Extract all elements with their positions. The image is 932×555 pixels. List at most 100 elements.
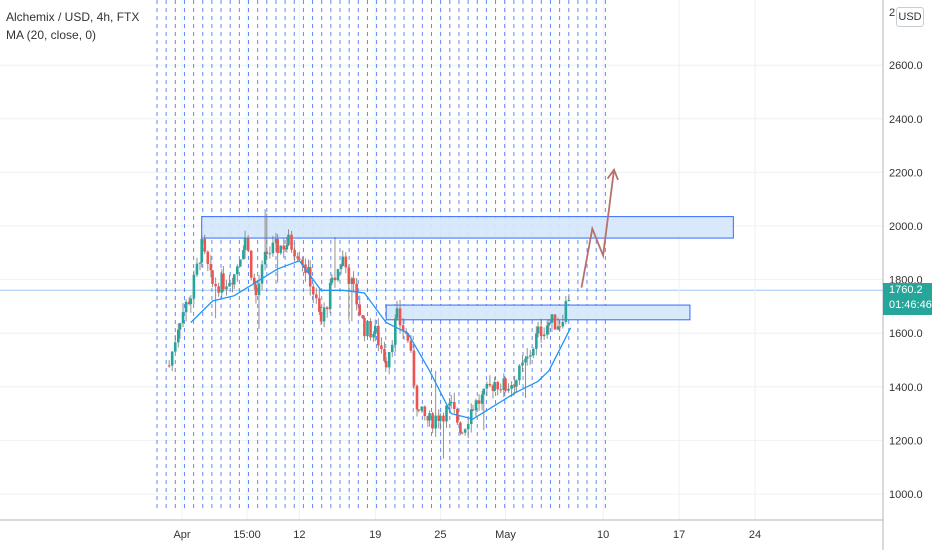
candle-body	[181, 312, 185, 324]
candle-body	[507, 388, 510, 391]
x-tick-label: 15:00	[233, 529, 261, 541]
candle-body	[482, 388, 486, 395]
candle-body	[469, 409, 473, 425]
candle-body	[409, 340, 413, 351]
candle-body	[525, 356, 529, 359]
candle-body	[471, 409, 475, 411]
candle-body	[437, 415, 440, 421]
candle-body	[220, 273, 223, 293]
candle-body	[439, 415, 442, 421]
candle-body	[336, 269, 340, 281]
y-tick-label: 1000.0	[889, 489, 923, 501]
x-tick-label: 19	[369, 529, 381, 541]
candle-body	[311, 286, 315, 295]
candle-body	[518, 365, 521, 381]
candle-body	[434, 415, 437, 429]
candle-body	[369, 321, 372, 338]
candle-body	[170, 351, 174, 366]
x-tick-label: 10	[597, 529, 609, 541]
candle-body	[528, 355, 532, 357]
candle-body	[232, 274, 236, 285]
arrow-head	[606, 167, 619, 181]
symbol-title[interactable]: Alchemix / USD, 4h, FTX	[6, 10, 140, 24]
candle-body	[442, 415, 445, 422]
candle-body	[214, 283, 217, 287]
candle-body	[339, 265, 343, 270]
currency-button[interactable]: USD	[896, 7, 924, 27]
candle-body	[178, 323, 182, 330]
last-price-value: 1760.2	[889, 284, 923, 297]
candle-body	[315, 294, 318, 299]
candle-body	[200, 238, 203, 263]
candle-body	[271, 242, 275, 254]
session-lines	[156, 0, 606, 508]
candle-body	[412, 350, 416, 386]
candle-body	[445, 405, 448, 422]
candle-body	[536, 326, 540, 334]
projection-path[interactable]	[580, 169, 615, 288]
candle-body	[355, 283, 358, 305]
zone-rectangle[interactable]	[385, 304, 691, 321]
candle-body	[206, 251, 210, 264]
indicator-label[interactable]: MA (20, close, 0)	[6, 28, 97, 42]
candle-body	[532, 348, 535, 356]
candle-body	[390, 344, 394, 353]
candle-body	[209, 263, 213, 271]
candle-body	[493, 381, 496, 391]
candle-body	[325, 307, 329, 310]
candle-body	[553, 314, 557, 330]
candle-body	[502, 378, 506, 391]
candle-body	[423, 406, 427, 417]
candle-body	[228, 282, 231, 287]
candle-body	[192, 274, 196, 299]
candle-body	[417, 409, 420, 411]
candle-body	[225, 286, 228, 290]
candle-body	[374, 325, 377, 335]
zones[interactable]	[201, 216, 734, 321]
projection[interactable]	[580, 167, 619, 288]
y-tick-label: 1400.0	[889, 382, 923, 394]
candle-body	[453, 401, 456, 409]
candle-body	[285, 244, 289, 250]
candle-body	[263, 251, 267, 265]
candle-body	[377, 325, 380, 346]
y-tick-label: 2200.0	[889, 167, 923, 179]
candle-body	[330, 277, 334, 283]
candle-body	[203, 238, 207, 252]
candle-body	[173, 342, 177, 352]
candle-body	[524, 358, 527, 363]
y-tick-label: 1600.0	[889, 328, 923, 340]
candle-body	[499, 389, 503, 391]
candle-body	[556, 326, 560, 330]
x-tick-label: 24	[749, 529, 761, 541]
candle-body	[307, 267, 310, 273]
candle-body	[301, 259, 304, 265]
ma-line	[190, 260, 572, 420]
candle-body	[491, 385, 495, 391]
candles	[167, 209, 571, 459]
candle-body	[282, 245, 286, 250]
candle-body	[268, 253, 272, 255]
candle-body	[177, 329, 180, 343]
zone-rectangle[interactable]	[201, 216, 734, 239]
candle-body	[415, 385, 419, 410]
candle-body	[535, 333, 538, 349]
candle-body	[344, 256, 348, 268]
candle-body	[358, 304, 361, 316]
candle-body	[274, 239, 278, 243]
candle-body	[287, 234, 290, 245]
last-price-tag: 1760.2 01:46:46	[883, 283, 932, 316]
candle-body	[350, 278, 354, 284]
candle-body	[395, 308, 399, 319]
x-tick-label: Apr	[173, 529, 190, 541]
candle-body	[398, 308, 402, 326]
candle-body	[361, 315, 365, 319]
grid	[0, 0, 883, 520]
candle-body	[231, 282, 234, 285]
candle-body	[279, 245, 282, 254]
candle-body	[510, 384, 513, 389]
candle-body	[488, 383, 492, 386]
candle-body	[496, 381, 499, 390]
